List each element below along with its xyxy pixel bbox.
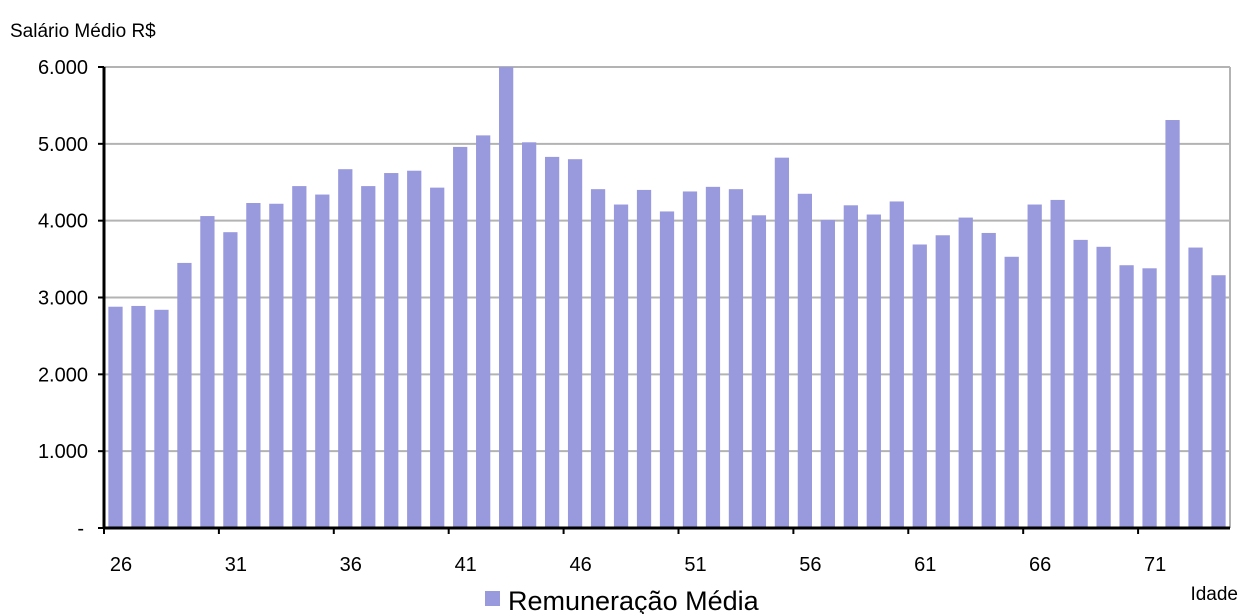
bar-age-54: [751, 215, 767, 529]
bar-age-38: [384, 173, 399, 528]
axes: [98, 66, 1230, 534]
bar-age-56: [797, 193, 812, 528]
y-tick-label: 5.000: [38, 134, 88, 156]
x-tick-label: 36: [340, 554, 362, 576]
y-tick-label: 4.000: [38, 211, 88, 233]
bar-age-61: [912, 244, 927, 529]
y-tick-label: 6.000: [38, 57, 88, 79]
bar-age-63: [958, 217, 973, 528]
x-tick-label: 26: [110, 554, 132, 576]
bar-age-31: [223, 232, 238, 528]
bar-age-67: [1050, 199, 1065, 529]
y-tick-label: 2.000: [38, 364, 88, 386]
bar-age-70: [1119, 265, 1134, 528]
x-tick-labels: 26 31 36 41 46 51 56 61 66 71: [110, 554, 1166, 576]
bar-age-59: [866, 214, 881, 528]
bar-age-69: [1096, 246, 1111, 529]
y-tick-label: -: [77, 518, 84, 540]
bar-age-35: [315, 194, 330, 529]
bar-age-37: [361, 186, 376, 528]
bar-age-36: [338, 169, 353, 528]
bar-age-26: [108, 306, 123, 528]
bar-age-32: [246, 203, 261, 528]
y-axis-title: Salário Médio R$: [10, 21, 156, 42]
bar-age-74: [1211, 275, 1226, 528]
bar-age-47: [590, 189, 606, 529]
x-tick-label: 31: [225, 554, 247, 576]
bar-age-66: [1027, 204, 1042, 528]
bar-age-44: [522, 142, 537, 529]
bar-age-64: [981, 232, 996, 528]
bar-age-53: [728, 189, 744, 529]
x-tick-label: 51: [684, 554, 706, 576]
bar-age-40: [430, 187, 445, 528]
x-tick-label: 56: [799, 554, 821, 576]
bar-age-49: [636, 189, 652, 528]
bar-age-45: [544, 156, 560, 528]
x-axis-title: Idade: [1190, 584, 1238, 605]
bar-age-46: [567, 159, 583, 528]
legend: Remuneração Média: [485, 586, 760, 614]
bar-age-30: [200, 216, 215, 528]
bar-age-51: [682, 191, 698, 528]
bar-age-55: [774, 157, 790, 528]
bar-age-27: [131, 305, 146, 528]
x-tick-label: 41: [455, 554, 477, 576]
bar-age-52: [705, 186, 721, 529]
bar-age-33: [269, 203, 284, 528]
y-tick-label: 3.000: [38, 288, 88, 310]
bar-age-68: [1073, 239, 1088, 529]
bar-age-57: [820, 219, 835, 528]
x-tick-label: 71: [1144, 554, 1166, 576]
x-tick-label: 61: [914, 554, 936, 576]
bar-age-65: [1004, 256, 1019, 528]
bar-age-62: [935, 235, 950, 528]
bars: [108, 67, 1226, 529]
bar-age-39: [407, 170, 422, 528]
bar-age-60: [889, 201, 904, 528]
bar-age-48: [613, 204, 629, 528]
y-tick-label: 1.000: [38, 441, 88, 463]
legend-label: Remuneração Média: [508, 586, 760, 614]
bar-age-71: [1142, 268, 1157, 528]
bar-age-73: [1188, 247, 1203, 528]
bar-age-72: [1165, 120, 1180, 528]
x-tick-label: 46: [569, 554, 591, 576]
bar-age-34: [292, 186, 307, 528]
bar-age-42: [476, 135, 491, 528]
bar-age-43: [499, 67, 514, 528]
bar-age-29: [177, 262, 192, 528]
bar-age-28: [154, 309, 169, 528]
x-tick-label: 66: [1029, 554, 1051, 576]
y-tick-labels: - 1.000 2.000 3.000 4.000 5.000 6.000: [38, 57, 88, 540]
bar-age-50: [659, 211, 675, 528]
bar-age-58: [843, 205, 858, 529]
legend-swatch: [485, 591, 500, 606]
bar-age-41: [453, 146, 468, 528]
